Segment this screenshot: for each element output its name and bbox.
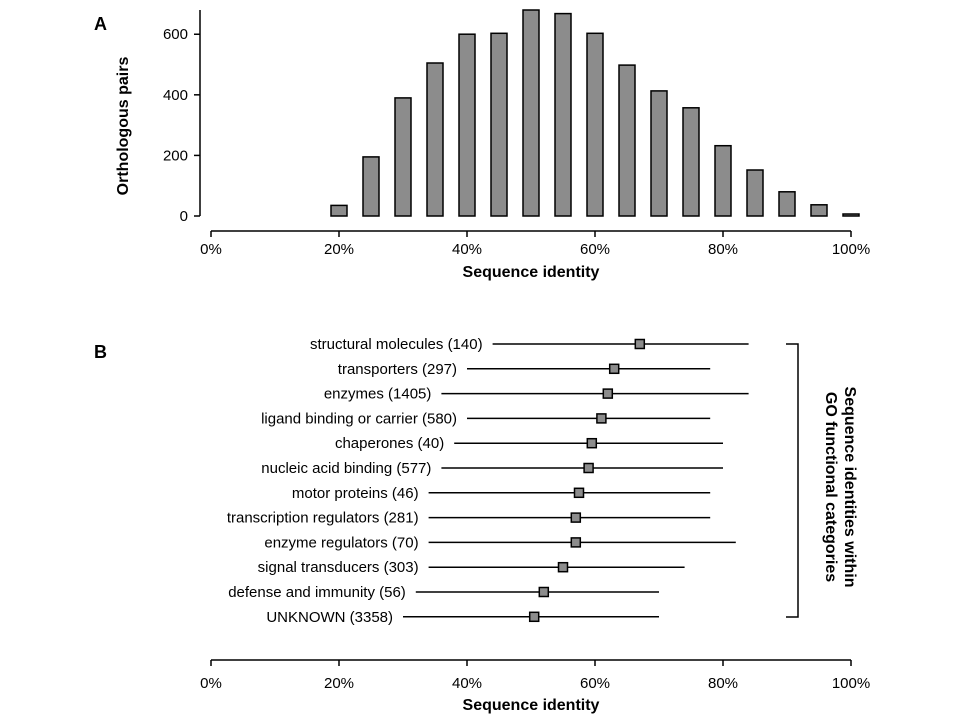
bar-45pct xyxy=(490,32,508,217)
x-tick-label-60: 60% xyxy=(580,675,610,692)
category-label: motor proteins (46) xyxy=(292,485,419,502)
bar-80pct xyxy=(714,144,732,217)
x-tick-label-100: 100% xyxy=(832,241,870,258)
x-tick-label-0: 0% xyxy=(200,675,222,692)
bracket-label-line-2: GO functional categories xyxy=(822,392,839,582)
bracket-label-line-1: Sequence identities within xyxy=(841,387,858,588)
bar-25pct xyxy=(362,156,380,217)
x-tick-label-20: 20% xyxy=(324,241,354,258)
panel-b-rows: structural molecules (140) transporters (… xyxy=(227,336,749,626)
x-tick-label-100: 100% xyxy=(832,675,870,692)
category-row: chaperones (40) xyxy=(335,435,723,452)
x-tick-label-0: 0% xyxy=(200,241,222,258)
bar-70pct xyxy=(650,90,668,217)
panel-a-x-axis: 0% 20% 40% 60% 80% 100% xyxy=(200,230,870,258)
median-marker xyxy=(557,561,569,573)
x-tick-label-20: 20% xyxy=(324,675,354,692)
median-marker xyxy=(583,462,594,474)
median-marker xyxy=(528,611,540,623)
bar-55pct xyxy=(554,12,572,217)
bar-30pct xyxy=(394,97,412,217)
bar-35pct xyxy=(426,62,444,217)
panel-b-bracket xyxy=(786,343,799,618)
category-label: transporters (297) xyxy=(338,361,457,378)
category-row: enzyme regulators (70) xyxy=(264,534,736,551)
panel-a-y-axis-title: Orthologous pairs xyxy=(115,57,132,196)
panel-b-label: B xyxy=(94,342,107,362)
category-label: signal transducers (303) xyxy=(258,559,419,576)
panel-a: A 0 200 400 600 0% 20% 40% 60% 80% 100% Sequence… xyxy=(94,9,870,281)
x-tick-label-80: 80% xyxy=(708,241,738,258)
category-row: ligand binding or carrier (580) xyxy=(261,410,711,427)
category-label: transcription regulators (281) xyxy=(227,510,419,527)
x-tick-label-60: 60% xyxy=(580,241,610,258)
bar-60pct xyxy=(586,32,604,217)
category-row: defense and immunity (56) xyxy=(228,584,659,601)
category-label: chaperones (40) xyxy=(335,435,444,452)
x-tick-label-40: 40% xyxy=(452,675,482,692)
panel-a-x-axis-title: Sequence identity xyxy=(463,264,600,281)
median-marker xyxy=(570,537,582,548)
bar-85pct xyxy=(746,169,764,217)
panel-b-bracket-label: Sequence identities within GO functional… xyxy=(822,387,858,588)
panel-a-bars xyxy=(330,9,860,217)
bar-95pct xyxy=(810,204,828,217)
median-marker xyxy=(608,363,620,375)
bar-65pct xyxy=(618,64,636,217)
median-marker xyxy=(596,413,607,424)
category-label: nucleic acid binding (577) xyxy=(261,460,431,477)
category-label: structural molecules (140) xyxy=(310,336,483,353)
y-tick-label-400: 400 xyxy=(163,87,188,104)
panel-b-x-axis-title: Sequence identity xyxy=(463,697,600,714)
y-tick-label-0: 0 xyxy=(180,208,188,225)
category-row: nucleic acid binding (577) xyxy=(261,460,723,477)
category-row: enzymes (1405) xyxy=(324,386,749,403)
panel-b-x-axis: 0% 20% 40% 60% 80% 100% xyxy=(200,659,870,692)
category-label: enzymes (1405) xyxy=(324,386,432,403)
median-marker xyxy=(634,338,646,350)
category-label: defense and immunity (56) xyxy=(228,584,406,601)
x-tick-label-80: 80% xyxy=(708,675,738,692)
category-label: UNKNOWN (3358) xyxy=(266,609,393,626)
category-label: enzyme regulators (70) xyxy=(264,534,418,551)
bar-75pct xyxy=(682,107,700,217)
y-tick-label-600: 600 xyxy=(163,26,188,43)
bar-50pct xyxy=(522,9,540,217)
panel-a-y-axis: 0 200 400 600 xyxy=(163,10,201,225)
x-tick-label-40: 40% xyxy=(452,241,482,258)
bar-20pct xyxy=(330,204,348,217)
median-marker xyxy=(570,512,582,523)
panel-a-label: A xyxy=(94,14,107,34)
category-row: signal transducers (303) xyxy=(258,559,685,576)
y-tick-label-200: 200 xyxy=(163,147,188,164)
median-marker xyxy=(538,586,550,598)
category-row: UNKNOWN (3358) xyxy=(266,609,659,626)
median-marker xyxy=(573,487,585,499)
median-marker xyxy=(602,388,614,399)
category-row: structural molecules (140) xyxy=(310,336,749,353)
bar-100pct xyxy=(842,213,860,217)
bar-40pct xyxy=(458,33,476,217)
panel-b: B structural molecules (140) transporters… xyxy=(94,336,870,714)
category-row: transporters (297) xyxy=(338,361,711,378)
median-marker xyxy=(586,437,598,449)
category-row: transcription regulators (281) xyxy=(227,510,711,527)
bar-90pct xyxy=(778,191,796,217)
category-row: motor proteins (46) xyxy=(292,485,711,502)
category-label: ligand binding or carrier (580) xyxy=(261,410,457,427)
